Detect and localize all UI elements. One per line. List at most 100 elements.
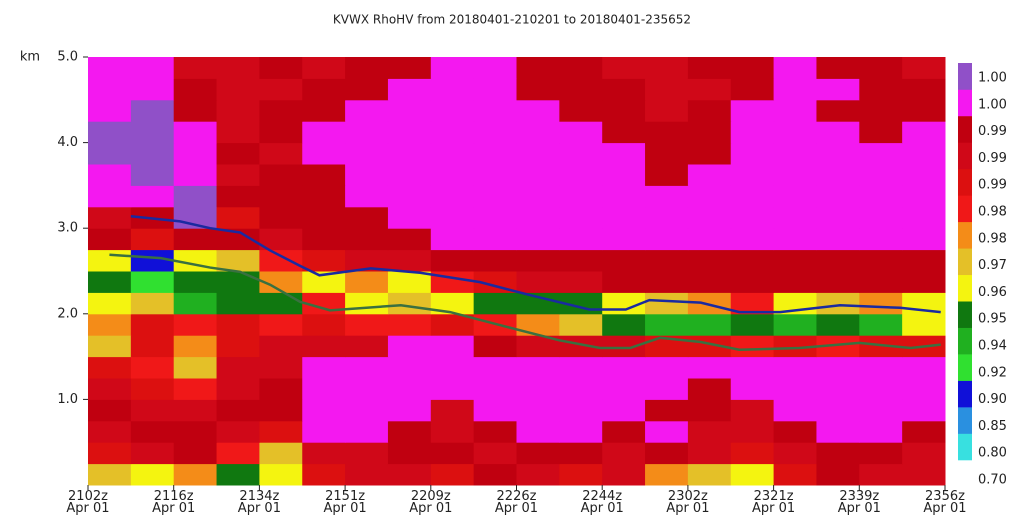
heatmap-cell: [859, 378, 903, 400]
heatmap-cell: [559, 335, 603, 358]
heatmap-cell: [645, 206, 689, 229]
heatmap-cell: [302, 378, 346, 400]
heatmap-cell: [516, 335, 560, 358]
heatmap-cell: [259, 164, 303, 186]
heatmap-cell: [473, 99, 517, 122]
heatmap-cell: [259, 420, 303, 443]
heatmap-cell: [430, 206, 475, 229]
heatmap-cell: [859, 356, 903, 379]
colorbar-label: 0.70: [978, 473, 1007, 488]
heatmap-cell: [516, 78, 560, 101]
heatmap-cell: [216, 356, 260, 379]
heatmap-cell: [216, 313, 260, 336]
x-tick-label: 2209z Apr 01: [409, 489, 453, 516]
heatmap-cell: [130, 271, 175, 293]
heatmap-cell: [216, 228, 260, 251]
heatmap-cell: [216, 378, 260, 400]
heatmap-cell: [302, 228, 346, 251]
heatmap-cell: [645, 78, 689, 101]
colorbar-label: 0.98: [978, 231, 1007, 246]
heatmap-cell: [430, 57, 475, 79]
heatmap-cell: [902, 164, 946, 186]
heatmap-cell: [473, 356, 517, 379]
heatmap-cell: [516, 420, 560, 443]
heatmap-cell: [216, 57, 260, 79]
heatmap-cell: [645, 57, 689, 79]
heatmap-cell: [559, 420, 603, 443]
heatmap-cell: [902, 313, 946, 336]
heatmap-cell: [859, 463, 903, 486]
heatmap-cell: [259, 121, 303, 144]
heatmap-cell: [345, 399, 389, 422]
heatmap-cell: [730, 57, 775, 79]
colorbar-box: [958, 433, 972, 461]
heatmap-cell: [816, 271, 860, 293]
colorbar-box: [958, 274, 972, 302]
heatmap-cell: [302, 335, 346, 358]
heatmap-cell: [387, 335, 432, 358]
heatmap-cell: [130, 164, 175, 186]
heatmap-cell: [773, 164, 817, 186]
y-tick-label: 3.0: [57, 221, 78, 236]
heatmap-cell: [302, 313, 346, 336]
heatmap-cell: [130, 313, 175, 336]
heatmap-cell: [88, 185, 132, 208]
heatmap-cell: [88, 356, 132, 379]
heatmap-cell: [130, 78, 175, 101]
colorbar-label: 0.96: [978, 285, 1007, 300]
heatmap-cell: [88, 442, 132, 465]
heatmap-cell: [730, 228, 775, 251]
heatmap-cell: [859, 271, 903, 293]
heatmap-cell: [130, 185, 175, 208]
heatmap-cell: [173, 420, 218, 443]
heatmap-cell: [473, 206, 517, 229]
heatmap-cell: [130, 57, 175, 79]
heatmap-cell: [559, 99, 603, 122]
heatmap-cell: [173, 185, 218, 208]
heatmap-cell: [302, 142, 346, 165]
heatmap-cell: [773, 378, 817, 400]
heatmap-cell: [130, 249, 175, 272]
heatmap-cell: [645, 249, 689, 272]
heatmap-cell: [773, 121, 817, 144]
heatmap-cell: [430, 442, 475, 465]
colorbar-label: 0.94: [978, 339, 1007, 354]
heatmap-cell: [302, 57, 346, 79]
heatmap-cell: [687, 463, 732, 486]
heatmap-cell: [816, 228, 860, 251]
heatmap-cell: [473, 420, 517, 443]
heatmap-cell: [130, 142, 175, 165]
heatmap-cell: [859, 228, 903, 251]
heatmap-cell: [687, 313, 732, 336]
heatmap-cell: [430, 463, 475, 486]
heatmap-cell: [559, 206, 603, 229]
heatmap-cell: [816, 335, 860, 358]
heatmap-cell: [130, 420, 175, 443]
heatmap-cell: [345, 57, 389, 79]
heatmap-cell: [559, 142, 603, 165]
heatmap-cell: [430, 142, 475, 165]
heatmap-cell: [88, 228, 132, 251]
heatmap-cell: [387, 292, 432, 315]
heatmap-cell: [559, 399, 603, 422]
heatmap-cell: [773, 420, 817, 443]
colorbar-label: 0.80: [978, 446, 1007, 461]
heatmap-cell: [602, 228, 646, 251]
heatmap-cell: [559, 463, 603, 486]
y-tick-label: 2.0: [57, 306, 78, 321]
heatmap-cell: [173, 399, 218, 422]
heatmap-cell: [387, 78, 432, 101]
colorbar-label: 0.99: [978, 178, 1007, 193]
heatmap-cell: [302, 206, 346, 229]
y-tick-label: 1.0: [57, 392, 78, 407]
heatmap-cell: [773, 271, 817, 293]
heatmap-cell: [645, 164, 689, 186]
heatmap-cell: [645, 313, 689, 336]
heatmap-cell: [645, 99, 689, 122]
heatmap-cell: [602, 442, 646, 465]
heatmap-cell: [859, 292, 903, 315]
heatmap-cell: [302, 99, 346, 122]
heatmap-cell: [816, 57, 860, 79]
heatmap-cell: [816, 78, 860, 101]
heatmap-cell: [345, 78, 389, 101]
